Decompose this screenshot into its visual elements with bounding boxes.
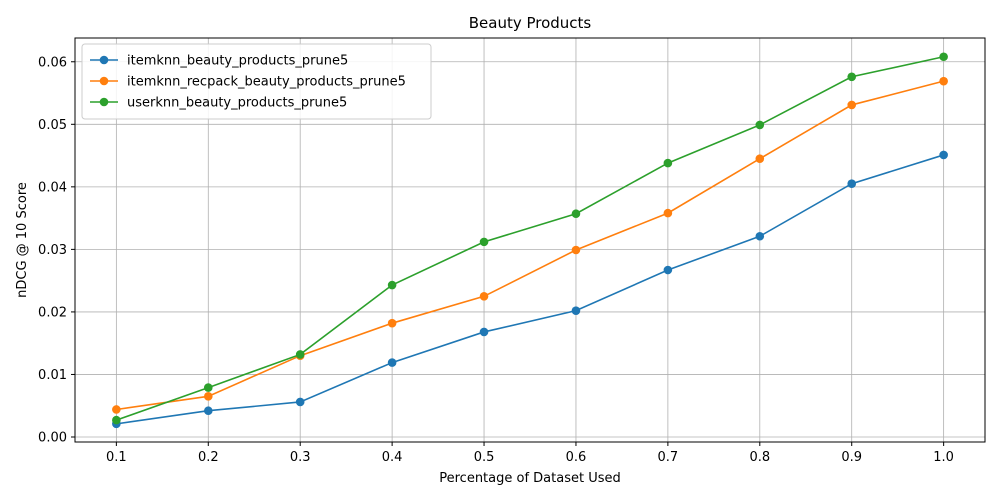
data-point: [847, 72, 857, 82]
data-point: [847, 100, 857, 110]
data-point: [663, 208, 673, 218]
legend: itemknn_beauty_products_prune5 itemknn_re…: [81, 43, 432, 120]
legend-marker: [99, 55, 109, 65]
data-point: [479, 237, 489, 247]
series-line: [116, 55, 944, 421]
legend-label: itemknn_beauty_products_prune5: [127, 54, 348, 69]
data-point: [387, 280, 397, 290]
legend-marker: [99, 97, 109, 107]
x-tick-label: 0.5: [474, 450, 495, 465]
y-tick-label: 0.01: [38, 368, 67, 383]
data-point: [203, 406, 213, 416]
y-tick-label: 0.06: [38, 55, 67, 70]
data-point: [571, 306, 581, 315]
data-point: [755, 154, 765, 163]
x-tick-label: 0.9: [841, 450, 862, 465]
y-tick-label: 0.00: [38, 430, 67, 445]
legend-item: itemknn_beauty_products_prune5: [90, 54, 348, 69]
legend-box: [81, 43, 432, 120]
x-tick-label: 0.7: [658, 450, 679, 465]
y-tick-label: 0.04: [38, 180, 67, 195]
legend-item: userknn_beauty_products_prune5: [90, 96, 347, 111]
legend-item: itemknn_recpack_beauty_products_prune5: [90, 75, 406, 90]
series-2: [112, 76, 948, 414]
data-point: [939, 52, 948, 62]
plot-frame: [74, 37, 986, 443]
y-tick-label: 0.05: [38, 118, 67, 133]
series-line: [116, 80, 944, 411]
legend-label: userknn_beauty_products_prune5: [127, 96, 347, 111]
x-axis-label: Percentage of Dataset Used: [439, 471, 621, 486]
y-tick-label: 0.03: [38, 243, 67, 258]
data-point: [387, 318, 397, 328]
data-point: [295, 397, 305, 407]
data-point: [295, 350, 305, 359]
x-tick-label: 0.8: [749, 450, 770, 465]
x-tick-label: 1.0: [933, 450, 954, 465]
data-point: [571, 245, 581, 255]
data-point: [387, 358, 397, 367]
axis-ticks: 0.1 0.2 0.3 0.4 0.5 0.6 0.7 0.8 0.9 1.0 0.00 0.01 0.…: [38, 55, 954, 465]
x-tick-label: 0.2: [198, 450, 219, 465]
data-point: [203, 392, 213, 401]
data-point: [112, 415, 121, 425]
data-point: [663, 265, 673, 275]
data-point: [663, 158, 673, 168]
y-axis-label: nDCG @ 10 Score: [15, 182, 30, 298]
data-point: [755, 231, 765, 241]
y-tick-label: 0.02: [38, 305, 67, 320]
data-point: [112, 405, 121, 414]
data-point: [203, 383, 213, 392]
data-point: [939, 150, 948, 160]
legend-label: itemknn_recpack_beauty_products_prune5: [127, 75, 406, 90]
x-tick-label: 0.4: [382, 450, 403, 465]
series-line: [116, 154, 944, 425]
data-point: [571, 209, 581, 219]
x-tick-label: 0.3: [290, 450, 311, 465]
series: [112, 52, 948, 429]
series-3: [112, 52, 948, 425]
data-point: [755, 120, 765, 130]
data-point: [939, 76, 948, 86]
legend-marker: [99, 76, 109, 86]
x-tick-label: 0.6: [566, 450, 587, 465]
chart-title: Beauty Products: [469, 14, 592, 32]
data-point: [479, 291, 489, 301]
data-point: [479, 327, 489, 337]
data-point: [847, 179, 857, 189]
x-tick-label: 0.1: [106, 450, 127, 465]
